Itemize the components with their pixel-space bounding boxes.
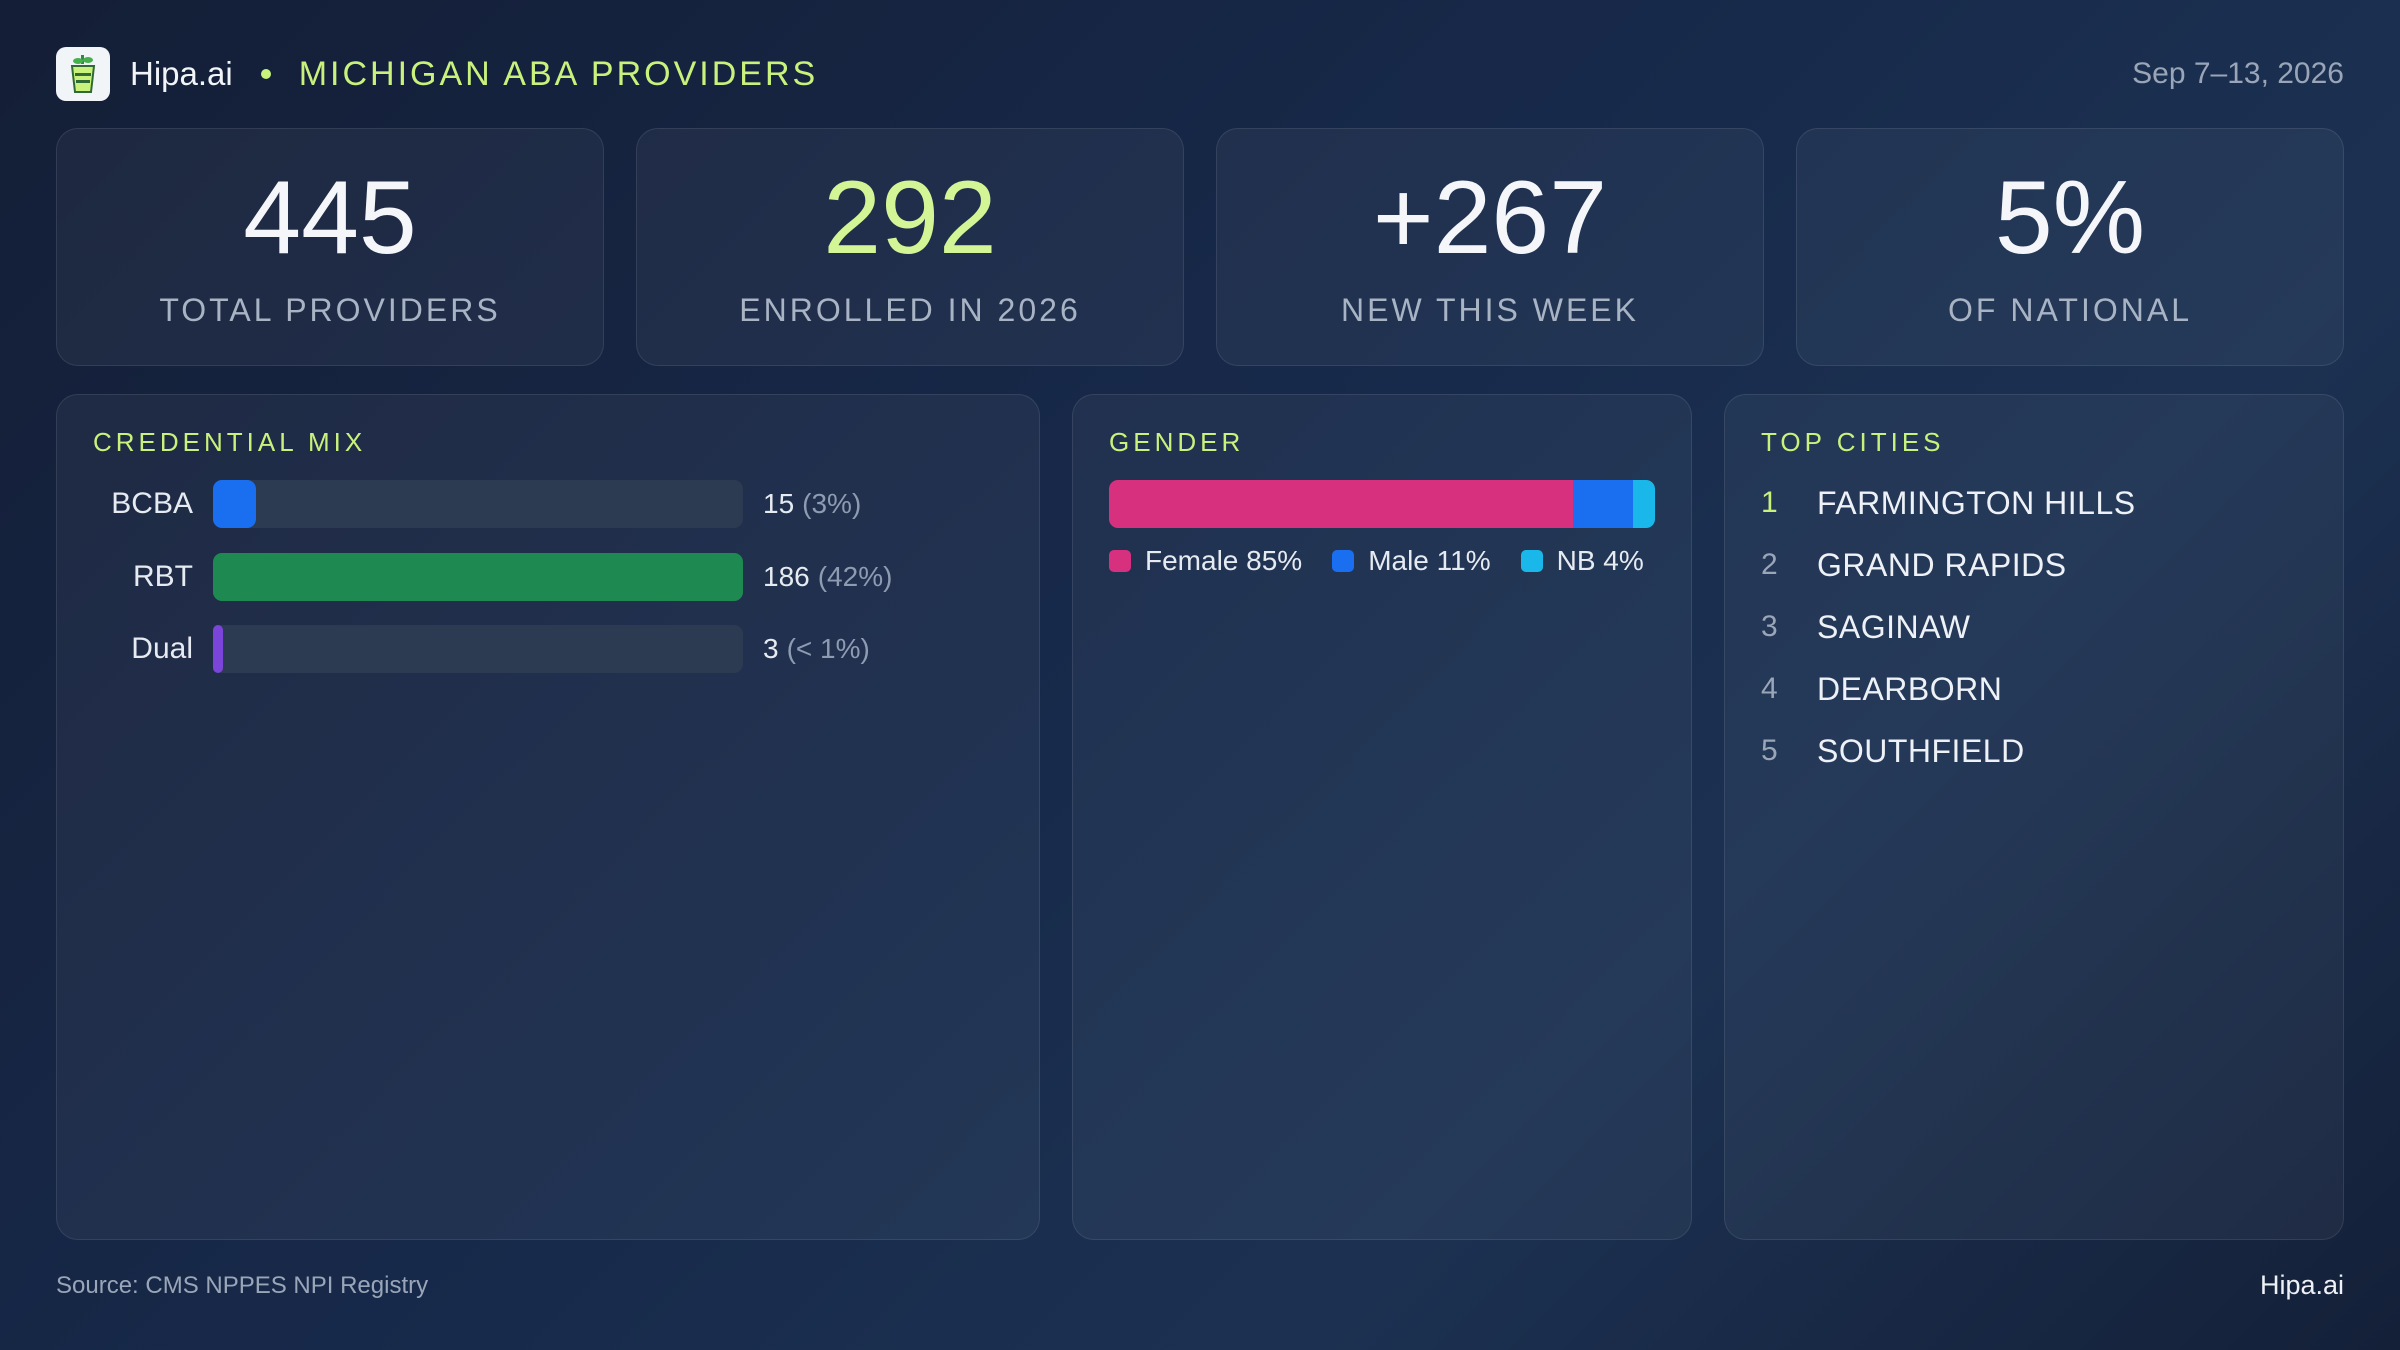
- city-name: GRAND RAPIDS: [1817, 546, 2067, 583]
- legend-item-male: Male 11%: [1332, 545, 1491, 577]
- panel-title: TOP CITIES: [1761, 427, 1945, 457]
- cup-icon: [56, 47, 110, 101]
- gender-panel: GENDER Female 85% Male 11% NB 4%: [1072, 394, 1692, 1240]
- credential-percent: (< 1%): [786, 633, 870, 664]
- panel-title: CREDENTIAL MIX: [93, 427, 367, 457]
- kpi-value: 292: [823, 159, 997, 276]
- city-item: 2 GRAND RAPIDS: [1761, 545, 2067, 585]
- credential-percent: (42%): [817, 561, 893, 592]
- kpi-of-national: 5% OF NATIONAL: [1796, 128, 2344, 366]
- city-item: 4 DEARBORN: [1761, 669, 2002, 709]
- credential-bar: [213, 480, 256, 528]
- kpi-value: 445: [243, 159, 417, 276]
- header: Hipa.ai MICHIGAN ABA PROVIDERS Sep 7–13,…: [56, 46, 2344, 102]
- city-name: DEARBORN: [1817, 670, 2003, 707]
- credential-bar-track: [213, 625, 743, 673]
- city-name: FARMINGTON HILLS: [1817, 484, 2136, 521]
- separator-dot: [260, 69, 271, 79]
- footer-brand: Hipa.ai: [2259, 1270, 2344, 1300]
- kpi-value: +267: [1372, 159, 1608, 276]
- kpi-label: OF NATIONAL: [1948, 291, 2192, 328]
- credential-bar-track: [213, 480, 743, 528]
- kpi-label: NEW THIS WEEK: [1341, 291, 1639, 328]
- credential-percent: (3%): [802, 488, 862, 519]
- kpi-value: 5%: [1994, 159, 2146, 276]
- credential-count: 3: [763, 633, 779, 664]
- gender-stacked-bar: [1109, 480, 1655, 528]
- credential-row-rbt: RBT 186 (42%): [57, 553, 892, 601]
- credential-count: 15: [763, 488, 795, 519]
- gender-segment-female: [1109, 480, 1574, 528]
- city-item: 5 SOUTHFIELD: [1761, 731, 2025, 771]
- panel-title: GENDER: [1109, 427, 1245, 457]
- credential-row-dual: Dual 3 (< 1%): [57, 625, 870, 673]
- kpi-total-providers: 445 TOTAL PROVIDERS: [56, 128, 604, 366]
- credential-label: RBT: [133, 560, 193, 593]
- credential-bar: [213, 625, 223, 673]
- city-name: SAGINAW: [1817, 608, 1971, 645]
- legend-item-female: Female 85%: [1109, 545, 1302, 577]
- legend-item-nb: NB 4%: [1520, 545, 1644, 577]
- credential-bar-track: [213, 553, 743, 601]
- city-rank: 5: [1761, 734, 1778, 767]
- city-rank: 4: [1761, 672, 1778, 705]
- credential-row-bcba: BCBA 15 (3%): [57, 480, 861, 528]
- kpi-new-this-week: +267 NEW THIS WEEK: [1216, 128, 1764, 366]
- brand-name: Hipa.ai: [130, 55, 233, 92]
- city-rank: 2: [1761, 548, 1778, 581]
- source-note: Source: CMS NPPES NPI Registry: [56, 1272, 429, 1299]
- city-item: 1 FARMINGTON HILLS: [1761, 483, 2136, 523]
- kpi-enrolled: 292 ENROLLED IN 2026: [636, 128, 1184, 366]
- credential-count: 186: [763, 561, 810, 592]
- kpi-row: 445 TOTAL PROVIDERS 292 ENROLLED IN 2026…: [56, 128, 2344, 366]
- gender-segment-male: [1573, 480, 1634, 528]
- top-cities-panel: TOP CITIES 1 FARMINGTON HILLS 2 GRAND RA…: [1724, 394, 2344, 1240]
- credential-label: BCBA: [111, 487, 193, 520]
- legend-swatch: [1109, 550, 1131, 572]
- kpi-label: ENROLLED IN 2026: [739, 291, 1081, 328]
- kpi-label: TOTAL PROVIDERS: [159, 291, 501, 328]
- legend-swatch: [1332, 550, 1355, 572]
- city-rank: 3: [1761, 610, 1778, 643]
- legend-label: Male 11%: [1368, 545, 1491, 576]
- credential-mix-panel: CREDENTIAL MIX BCBA 15 (3%) RBT 186 (42%…: [56, 394, 1040, 1240]
- legend-swatch: [1520, 550, 1543, 572]
- gender-segment-nb: [1633, 480, 1655, 528]
- city-item: 3 SAGINAW: [1761, 607, 1970, 647]
- city-rank: 1: [1761, 486, 1778, 519]
- legend-label: Female 85%: [1145, 545, 1303, 576]
- date-range: Sep 7–13, 2026: [2132, 57, 2344, 90]
- credential-bar: [213, 553, 743, 601]
- report-title: MICHIGAN ABA PROVIDERS: [298, 54, 819, 93]
- gender-legend: Female 85% Male 11% NB 4%: [1109, 545, 1674, 577]
- credential-label: Dual: [131, 632, 193, 665]
- city-name: SOUTHFIELD: [1817, 732, 2025, 769]
- legend-label: NB 4%: [1556, 545, 1644, 576]
